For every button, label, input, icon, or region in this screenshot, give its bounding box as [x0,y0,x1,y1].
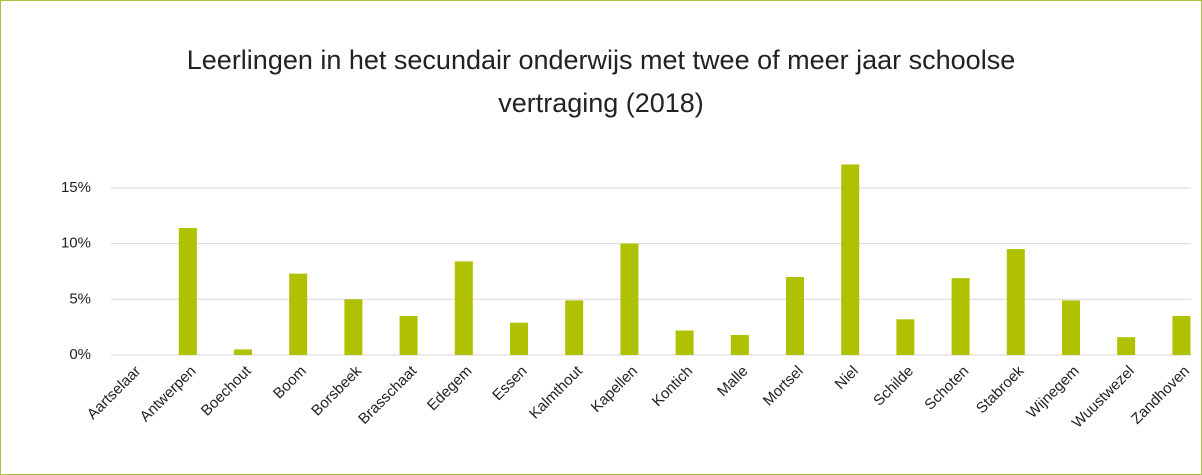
x-tick-label: Aartselaar [84,363,144,423]
bar [454,261,473,355]
bar [344,299,363,355]
bar [510,322,528,355]
x-tick-label: Boom [270,363,310,403]
x-tick-label: Edegem [424,363,476,415]
y-tick-label: 0% [69,346,91,363]
x-tick-label: Essen [489,363,531,405]
x-tick-label: Kalmthout [526,362,586,422]
x-tick-label: Niel [832,363,862,393]
bar [675,330,694,355]
x-tick-label: Borsbeek [308,362,365,419]
x-tick-label: Schoten [921,363,972,414]
bar [896,319,915,355]
x-tick-label: Wijnegem [1023,363,1082,422]
bar [1117,337,1136,355]
bar [1172,316,1191,355]
bar [178,227,197,355]
bar [565,300,584,355]
bar [786,277,804,355]
x-tick-label: Stabroek [973,362,1028,417]
bar [951,278,970,355]
y-tick-label: 5% [69,290,91,307]
x-tick-label: Schilde [870,363,917,410]
bar [289,273,308,355]
chart-title: Leerlingen in het secundair onderwijs me… [186,45,1016,118]
x-tick-label: Brasschaat [355,362,421,428]
x-tick-label: Kontich [649,363,696,410]
bar [399,316,418,355]
y-tick-label: 10% [61,235,91,252]
bar [620,243,639,355]
bar [1006,249,1025,355]
x-tick-label: Kapellen [588,363,641,416]
bar [730,334,749,355]
bar [234,349,252,355]
x-tick-label: Malle [714,363,751,400]
x-tick-label: Boechout [198,362,255,419]
x-tick-label: Mortsel [760,363,807,410]
bar [841,164,860,355]
y-tick-label: 15% [61,179,91,196]
x-tick-label: Zandhoven [1128,363,1193,428]
x-tick-label: Antwerpen [137,363,200,426]
bar [1062,300,1080,355]
